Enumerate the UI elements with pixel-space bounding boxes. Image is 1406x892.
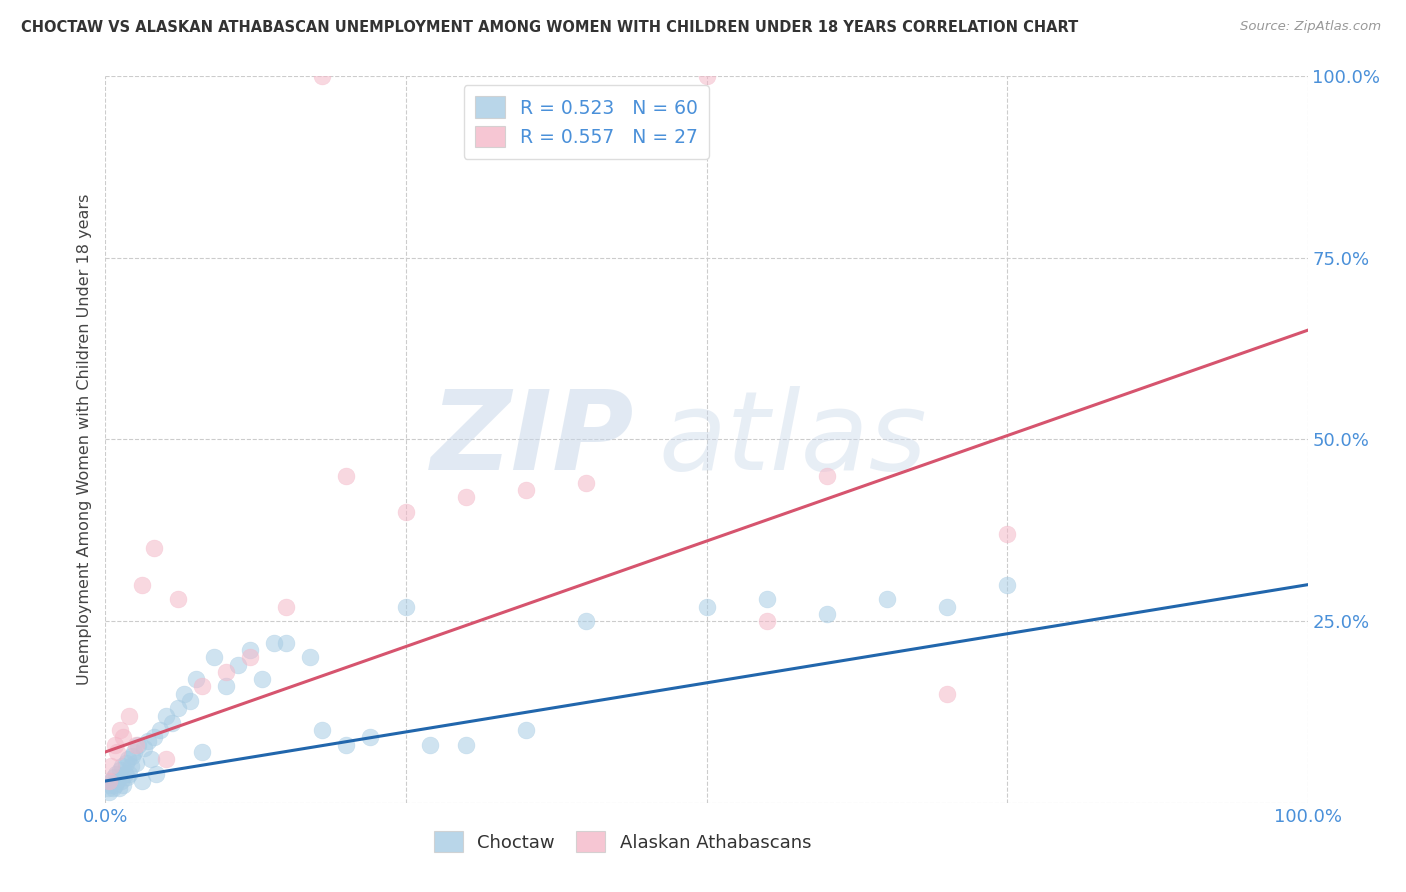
Point [179,694,201,708]
Point [335,468,357,483]
Point [335,738,357,752]
Point [148,723,170,737]
Point [815,468,838,483]
Point [108,723,131,737]
Point [696,69,718,83]
Text: atlas: atlas [658,386,927,492]
Point [136,734,159,748]
Point [104,778,127,792]
Point [155,752,177,766]
Point [184,672,207,686]
Point [124,738,146,752]
Point [110,774,132,789]
Point [311,69,333,83]
Text: CHOCTAW VS ALASKAN ATHABASCAN UNEMPLOYMENT AMONG WOMEN WITH CHILDREN UNDER 18 YE: CHOCTAW VS ALASKAN ATHABASCAN UNEMPLOYME… [21,20,1078,35]
Point [263,636,285,650]
Point [995,526,1018,541]
Point [226,657,249,672]
Point [359,731,381,745]
Point [117,752,139,766]
Point [214,665,236,679]
Point [118,766,141,780]
Point [274,636,297,650]
Point [274,599,297,614]
Point [936,599,959,614]
Point [120,759,142,773]
Point [239,643,262,657]
Point [107,781,129,796]
Point [454,491,477,505]
Point [250,672,273,686]
Point [124,756,146,770]
Point [166,592,188,607]
Point [311,723,333,737]
Point [103,770,125,784]
Point [111,759,134,773]
Point [755,614,778,628]
Point [173,687,195,701]
Text: ZIP: ZIP [430,386,634,492]
Point [202,650,225,665]
Point [214,680,236,694]
Point [936,687,959,701]
Point [131,774,153,789]
Point [112,731,135,745]
Point [155,708,177,723]
Point [97,781,120,796]
Point [815,607,838,621]
Point [98,778,121,792]
Point [124,745,146,759]
Point [575,475,598,490]
Point [132,741,155,756]
Point [104,738,127,752]
Point [160,715,183,730]
Point [115,770,138,784]
Point [100,774,122,789]
Point [142,541,165,556]
Point [98,774,121,789]
Point [454,738,477,752]
Point [995,578,1018,592]
Point [127,738,149,752]
Point [112,778,135,792]
Point [696,599,718,614]
Point [419,738,441,752]
Point [105,766,128,780]
Point [515,723,537,737]
Point [131,578,153,592]
Point [118,708,141,723]
Point [166,701,188,715]
Point [190,680,212,694]
Point [515,483,537,498]
Point [145,766,167,780]
Point [121,748,143,763]
Point [142,731,165,745]
Point [298,650,321,665]
Point [100,759,122,773]
Y-axis label: Unemployment Among Women with Children Under 18 years: Unemployment Among Women with Children U… [77,194,93,685]
Legend: Choctaw, Alaskan Athabascans: Choctaw, Alaskan Athabascans [426,824,818,859]
Point [107,774,129,789]
Point [239,650,262,665]
Point [98,785,121,799]
Point [575,614,598,628]
Point [115,756,138,770]
Point [395,599,418,614]
Point [876,592,898,607]
Point [114,766,136,780]
Text: Source: ZipAtlas.com: Source: ZipAtlas.com [1240,20,1381,33]
Point [190,745,212,759]
Point [107,745,129,759]
Point [395,505,418,519]
Point [139,752,162,766]
Point [108,763,131,777]
Point [755,592,778,607]
Point [101,781,124,796]
